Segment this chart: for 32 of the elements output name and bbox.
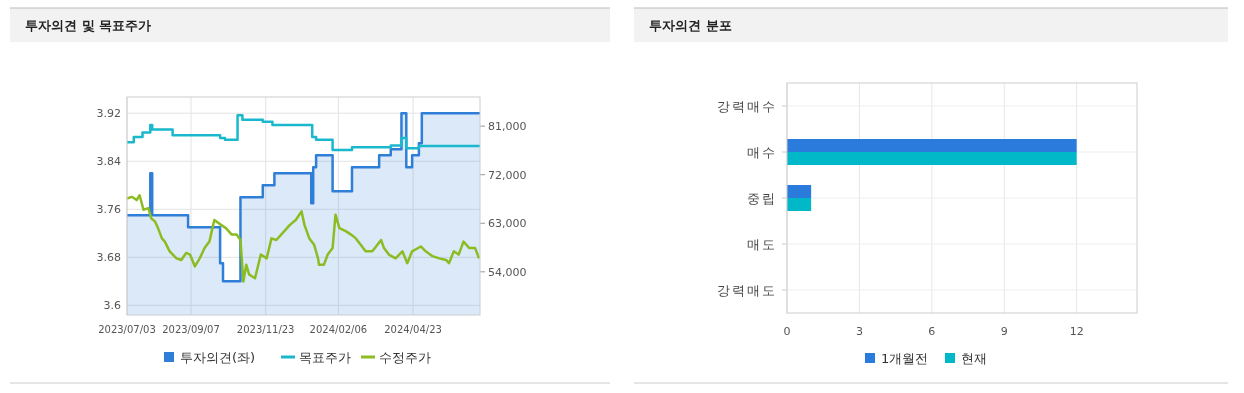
y-tick-label: 매도 xyxy=(747,237,777,252)
chart-title: 투자의견 분포 xyxy=(649,18,732,33)
x-tick-label: 0 xyxy=(783,325,791,338)
legend-label: 수정주가 xyxy=(379,350,431,365)
x-tick-label: 2023/07/03 xyxy=(98,324,156,335)
y-tick-label: 강력매도 xyxy=(717,283,777,298)
x-tick-label: 2024/02/06 xyxy=(309,324,368,335)
x-tick-label: 6 xyxy=(928,325,936,338)
x-tick-label: 2023/09/07 xyxy=(162,324,220,335)
y-tick-label: 매수 xyxy=(747,145,777,160)
legend-label: 투자의견(좌) xyxy=(180,350,256,365)
y2-tick-label: 54,000 xyxy=(488,265,527,279)
y-tick-label: 3.68 xyxy=(96,251,121,265)
y-tick-label: 3.76 xyxy=(96,203,121,217)
y2-tick-label: 81,000 xyxy=(488,120,527,134)
x-tick-label: 3 xyxy=(855,325,863,338)
y-tick-label: 중립 xyxy=(747,191,777,206)
chart-title: 투자의견 및 목표주가 xyxy=(25,18,152,33)
legend-label: 현재 xyxy=(961,351,987,366)
y-tick-label: 3.92 xyxy=(96,107,121,121)
x-tick-label: 2023/11/23 xyxy=(236,324,295,335)
x-tick-label: 2024/04/23 xyxy=(384,324,442,335)
y2-tick-label: 63,000 xyxy=(488,217,527,231)
y-tick-label: 강력매수 xyxy=(717,99,777,114)
line-series xyxy=(125,193,481,283)
y-tick-label: 3.84 xyxy=(96,155,121,169)
legend-label: 1개월전 xyxy=(881,351,929,366)
x-tick-label: 12 xyxy=(1069,325,1084,338)
x-tick-label: 9 xyxy=(1000,325,1008,338)
legend-label: 목표주가 xyxy=(299,350,351,365)
y-tick-label: 3.6 xyxy=(103,299,121,313)
y2-tick-label: 72,000 xyxy=(488,168,527,182)
